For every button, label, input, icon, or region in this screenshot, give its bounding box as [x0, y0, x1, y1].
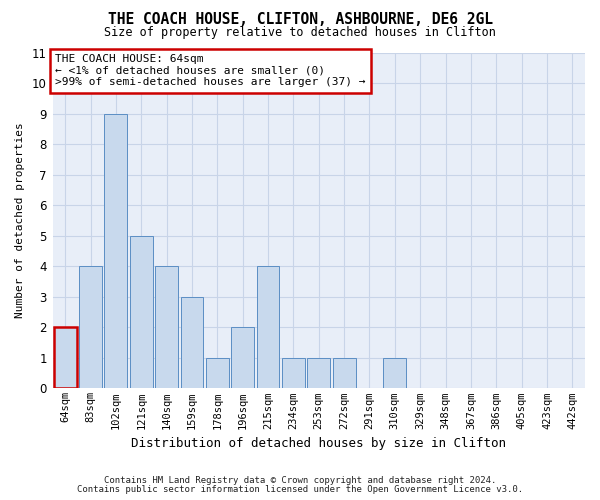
- Text: Contains HM Land Registry data © Crown copyright and database right 2024.: Contains HM Land Registry data © Crown c…: [104, 476, 496, 485]
- Bar: [282, 358, 305, 388]
- Text: Size of property relative to detached houses in Clifton: Size of property relative to detached ho…: [104, 26, 496, 39]
- Bar: [54, 328, 77, 388]
- Bar: [181, 297, 203, 388]
- Bar: [231, 328, 254, 388]
- Bar: [383, 358, 406, 388]
- Bar: [155, 266, 178, 388]
- Bar: [307, 358, 330, 388]
- Bar: [257, 266, 280, 388]
- X-axis label: Distribution of detached houses by size in Clifton: Distribution of detached houses by size …: [131, 437, 506, 450]
- Text: THE COACH HOUSE, CLIFTON, ASHBOURNE, DE6 2GL: THE COACH HOUSE, CLIFTON, ASHBOURNE, DE6…: [107, 12, 493, 28]
- Text: THE COACH HOUSE: 64sqm
← <1% of detached houses are smaller (0)
>99% of semi-det: THE COACH HOUSE: 64sqm ← <1% of detached…: [55, 54, 365, 88]
- Bar: [130, 236, 152, 388]
- Bar: [104, 114, 127, 388]
- Text: Contains public sector information licensed under the Open Government Licence v3: Contains public sector information licen…: [77, 485, 523, 494]
- Bar: [332, 358, 356, 388]
- Bar: [79, 266, 102, 388]
- Y-axis label: Number of detached properties: Number of detached properties: [15, 122, 25, 318]
- Bar: [206, 358, 229, 388]
